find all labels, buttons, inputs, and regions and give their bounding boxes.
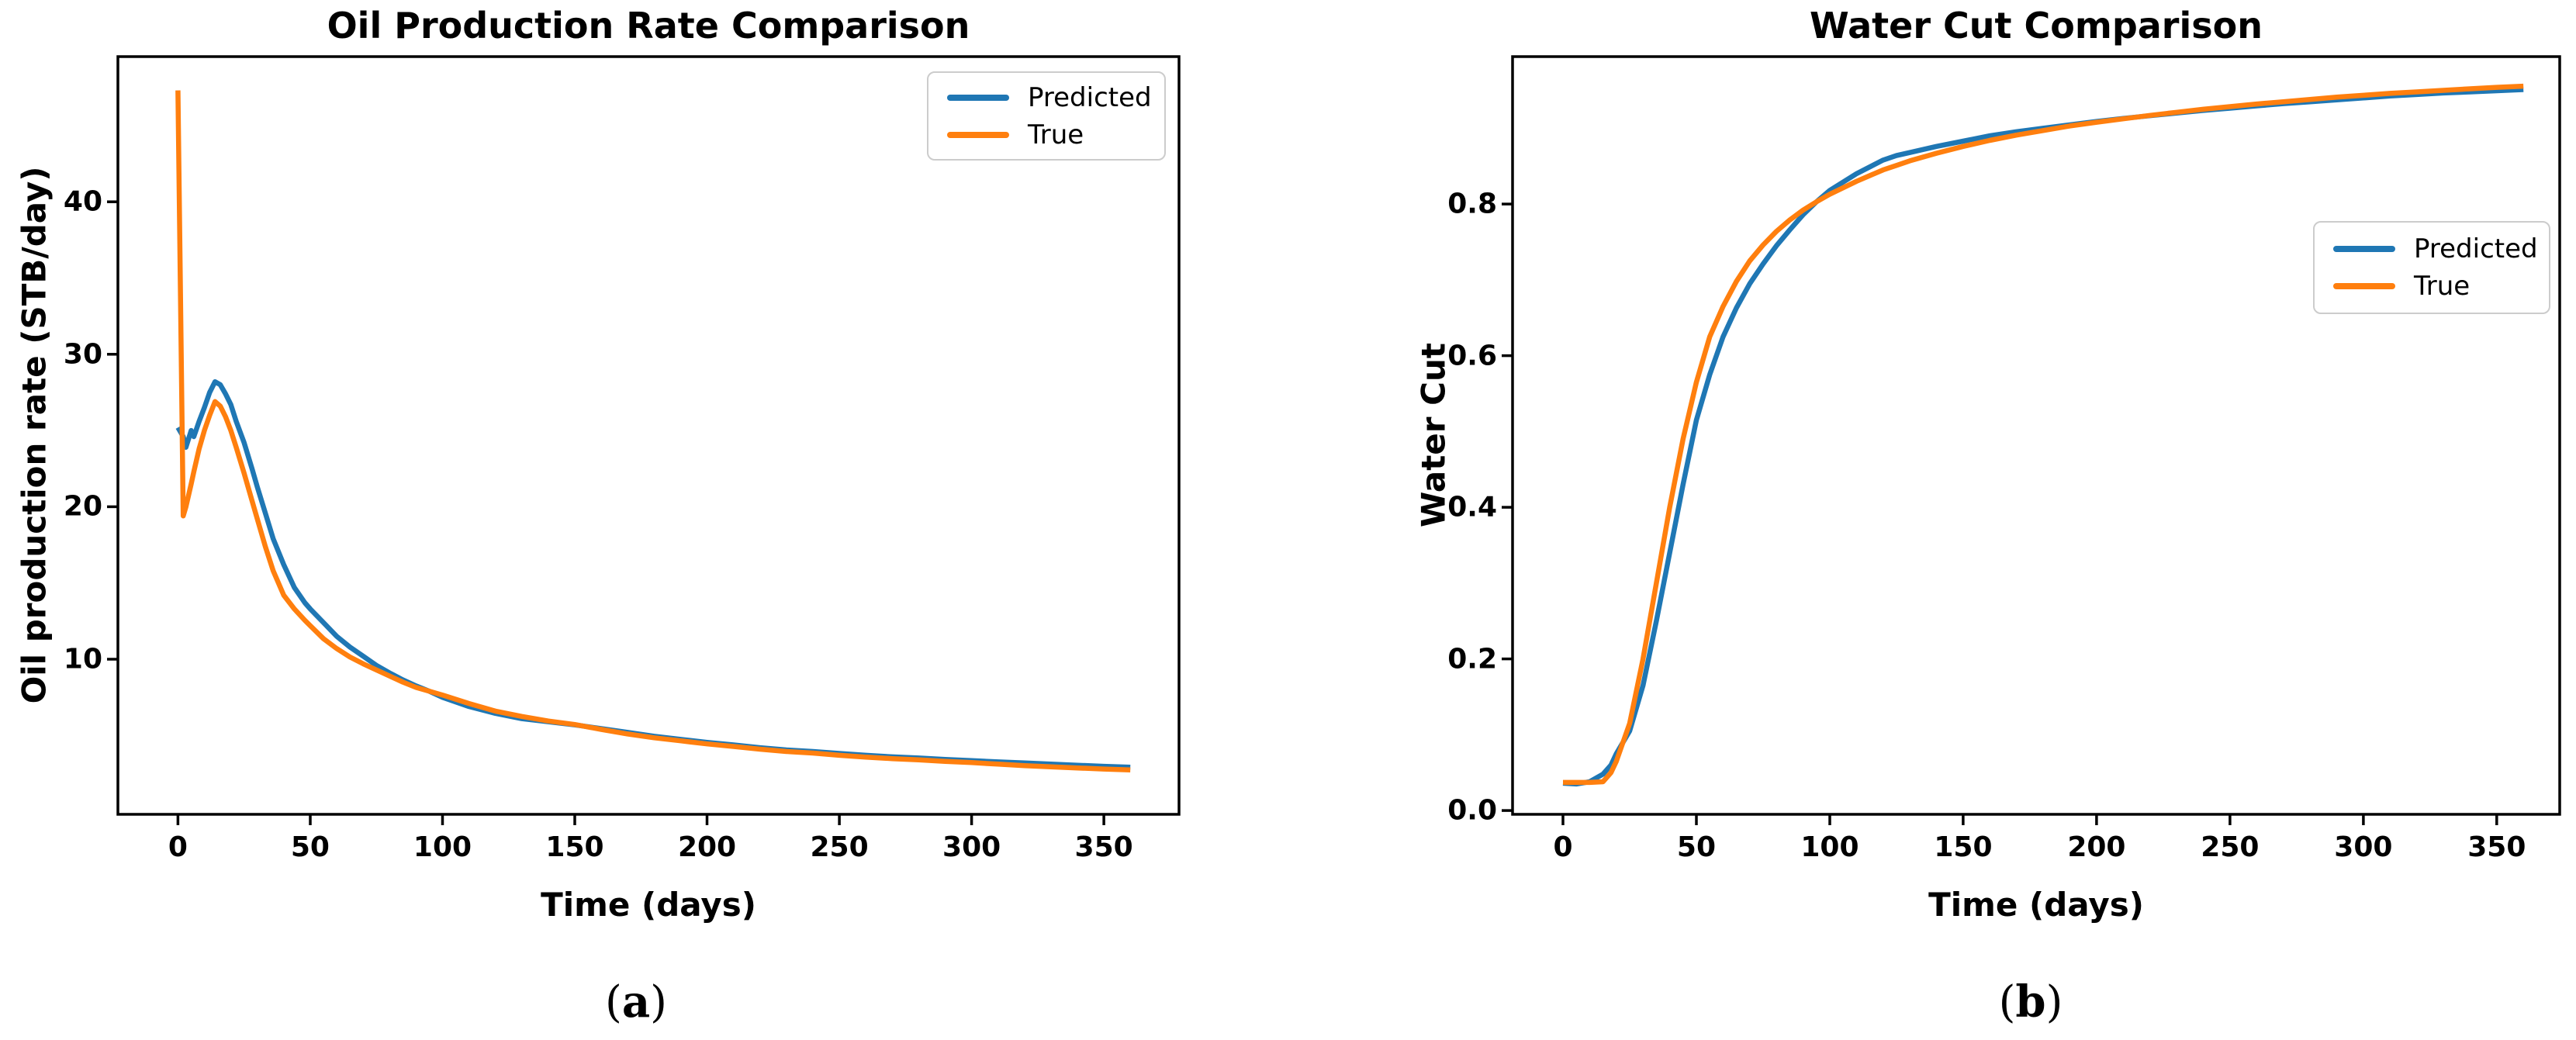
y-tick-label: 0.0: [1447, 794, 1497, 827]
y-tick-label: 20: [63, 490, 102, 523]
true-line-sample: [2333, 283, 2395, 289]
y-tick-label: 0.8: [1447, 188, 1497, 220]
x-tick-label: 0: [1553, 831, 1573, 863]
watercut-true-line: [1563, 83, 2524, 786]
y-tick-label: 10: [63, 643, 102, 675]
y-tick-label: 0.2: [1447, 643, 1497, 675]
legend-row-predicted: Predicted: [2333, 233, 2538, 265]
x-tick-label: 150: [1934, 831, 1993, 863]
predicted-line-sample: [2333, 246, 2395, 252]
x-tick-label: 250: [2201, 831, 2260, 863]
legend-row-true: True: [2333, 270, 2470, 302]
legend-label-true: True: [1028, 119, 1084, 150]
subfigure-caption-b: (b): [1998, 976, 2063, 1028]
legend-row-true: True: [947, 119, 1084, 151]
x-tick-label: 350: [1074, 831, 1133, 863]
x-tick-label: 150: [545, 831, 604, 863]
oil-legend: Predicted True: [927, 71, 1166, 161]
x-tick-label: 200: [2067, 831, 2126, 863]
watercut-chart-axes: [1502, 55, 2561, 825]
x-tick-label: 50: [290, 831, 330, 863]
predicted-line-sample: [947, 94, 1009, 101]
legend-label-true: True: [2414, 271, 2471, 302]
x-tick-label: 100: [1800, 831, 1859, 863]
oil-plot-border: [116, 55, 1181, 816]
watercut-plot-border: [1511, 55, 2561, 816]
watercut-legend: Predicted True: [2313, 221, 2550, 314]
legend-label-predicted: Predicted: [1028, 81, 1152, 113]
subfigure-caption-a: (a): [604, 976, 668, 1028]
oil-x-axis-label: Time (days): [541, 886, 756, 924]
x-tick-label: 350: [2467, 831, 2526, 863]
legend-label-predicted: Predicted: [2414, 233, 2538, 264]
x-tick-label: 100: [413, 831, 472, 863]
oil-predicted-line: [175, 378, 1131, 770]
oil-y-axis-label: Oil production rate (STB/day): [15, 166, 54, 704]
oil-chart-axes: [107, 55, 1181, 825]
watercut-x-axis-label: Time (days): [1928, 886, 2144, 924]
x-tick-label: 0: [168, 831, 188, 863]
x-tick-label: 250: [810, 831, 869, 863]
y-tick-label: 0.6: [1447, 340, 1497, 372]
watercut-y-axis-label: Water Cut: [1414, 343, 1453, 527]
watercut-chart-title: Water Cut Comparison: [1810, 5, 2263, 47]
true-line-sample: [947, 131, 1009, 138]
x-tick-label: 300: [942, 831, 1001, 863]
legend-row-predicted: Predicted: [947, 81, 1152, 114]
y-tick-label: 30: [63, 338, 102, 371]
watercut-tick-marks: [1502, 202, 2498, 825]
y-tick-label: 0.4: [1447, 491, 1497, 523]
x-tick-label: 50: [1676, 831, 1717, 863]
watercut-predicted-line: [1562, 87, 2524, 787]
oil-true-line: [175, 90, 1131, 773]
oil-chart-title: Oil Production Rate Comparison: [327, 5, 970, 47]
oil-tick-marks: [107, 200, 1105, 825]
x-tick-label: 200: [677, 831, 737, 863]
y-tick-label: 40: [63, 185, 102, 218]
x-tick-label: 300: [2334, 831, 2393, 863]
